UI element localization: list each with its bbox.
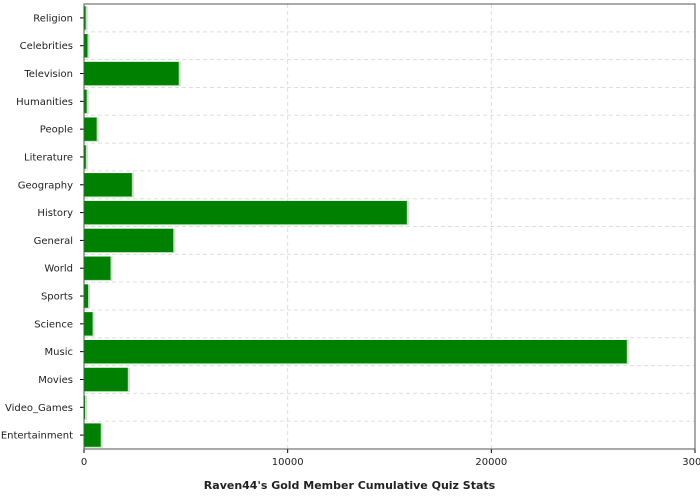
bar — [84, 145, 86, 169]
bar — [84, 367, 128, 392]
category-label: Entertainment — [1, 431, 73, 442]
category-label: Movies — [38, 375, 73, 386]
category-label: Science — [34, 319, 73, 330]
category-label: Video_Games — [5, 403, 73, 414]
bar — [84, 339, 627, 364]
x-axis-label: Raven44's Gold Member Cumulative Quiz St… — [204, 479, 496, 492]
category-label: Celebrities — [20, 41, 73, 52]
x-tick-label: 0 — [81, 457, 87, 468]
category-label: Music — [45, 347, 73, 358]
x-tick-label: 3000 — [682, 457, 700, 468]
bar — [84, 117, 97, 141]
bars — [84, 6, 629, 448]
x-tick-label: 10000 — [272, 457, 304, 468]
bar — [84, 228, 174, 253]
category-label: Sports — [41, 292, 73, 303]
bar-shadow — [84, 6, 88, 31]
category-labels: Religion Celebrities Television Humanities P… — [1, 13, 84, 442]
bar — [84, 200, 407, 225]
bar — [84, 89, 87, 114]
bar — [84, 423, 101, 447]
grid-lines — [84, 4, 696, 449]
category-label: World — [44, 264, 73, 275]
x-tick-labels: 0 10000 20000 3000 — [81, 449, 700, 468]
category-label: Geography — [18, 180, 73, 191]
bar — [84, 61, 179, 86]
category-label: Literature — [24, 152, 73, 163]
x-tick-label: 20000 — [475, 457, 507, 468]
category-label: People — [40, 125, 73, 136]
bar-shadow — [84, 145, 88, 170]
category-label: General — [34, 236, 73, 247]
bar — [84, 256, 111, 280]
category-label: Humanities — [16, 97, 73, 108]
bar — [84, 6, 86, 30]
category-label: Television — [23, 69, 73, 80]
category-label: Religion — [33, 13, 73, 24]
bar — [84, 173, 132, 197]
plot-frame — [83, 3, 696, 450]
bar — [84, 34, 88, 58]
bar — [84, 284, 89, 308]
bar-shadow — [84, 395, 87, 420]
category-label: History — [37, 208, 73, 219]
bar — [84, 312, 93, 336]
